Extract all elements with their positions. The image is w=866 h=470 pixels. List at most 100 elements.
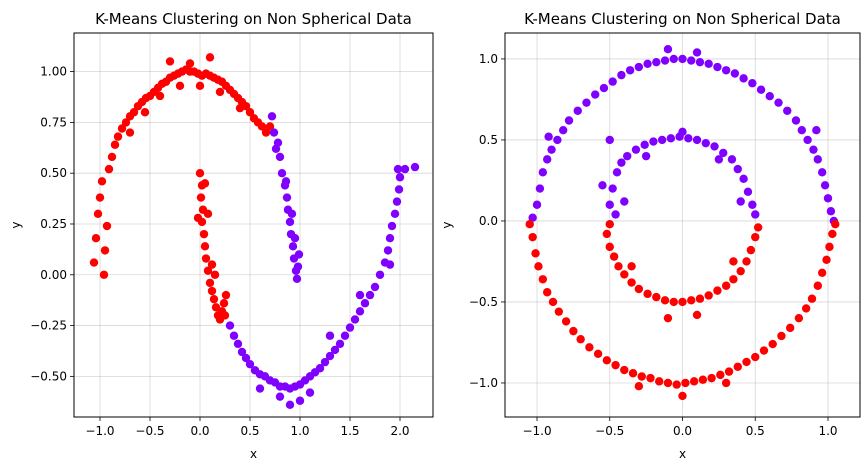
right-x-axis-label: x [679, 447, 686, 461]
x-tick-label: 1.5 [340, 424, 359, 438]
right-scatter-point-b [724, 367, 734, 376]
right-scatter-point-a [743, 187, 753, 196]
x-tick-label: 0.5 [240, 424, 259, 438]
y-tick-label: 0.25 [40, 217, 67, 231]
right-scatter-point-b [695, 294, 705, 303]
left-scatter-point-b [393, 164, 403, 174]
left-scatter-point-a [207, 260, 217, 269]
right-scatter-point-b [687, 296, 696, 305]
left-y-axis-label: y [9, 221, 23, 228]
right-scatter-point-b [627, 278, 636, 287]
left-scatter-point-b [392, 197, 402, 206]
right-scatter-point-a [652, 57, 661, 67]
left-scatter-point-a [175, 81, 185, 91]
left-scatter-point-b [355, 290, 365, 300]
left-scatter-point-b [292, 274, 302, 284]
right-scatter-point-a [803, 135, 812, 145]
left-scatter-point-a [185, 59, 195, 68]
right-scatter-point-b [713, 286, 722, 295]
right-scatter-point-b [548, 297, 558, 307]
right-scatter-point-a [823, 194, 833, 203]
right-scatter-point-a [591, 90, 600, 99]
left-scatter-point-b [325, 331, 335, 340]
right-scatter-point-a [553, 135, 562, 145]
right-scatter-point-b [785, 323, 795, 333]
right-scatter-point-a [544, 132, 553, 141]
left-scatter-point-b [305, 388, 315, 397]
left-scatter-point-b [394, 185, 404, 194]
right-scatter-point-b [609, 252, 619, 261]
left-scatter-point-a [113, 132, 123, 141]
left-scatter-point-a [102, 221, 112, 231]
left-scatter-point-b [225, 321, 235, 330]
right-scatter-point-b [663, 378, 673, 388]
right-scatter-point-b [768, 339, 777, 349]
right-scatter-point-a [611, 210, 620, 219]
left-scatter-point-a [93, 209, 103, 219]
left-scatter-point-a [195, 81, 205, 91]
left-scatter-point-b [340, 331, 350, 340]
right-scatter-point-a [826, 207, 836, 216]
right-scatter-point-b [807, 294, 817, 303]
right-scatter-point-a [558, 126, 568, 135]
right-scatter-point-a [623, 151, 632, 161]
right-scatter-point-b [698, 375, 708, 384]
right-scatter-point-a [748, 79, 757, 88]
right-scatter-point-b [813, 281, 823, 290]
left-scatter-point-a [235, 103, 245, 113]
right-scatter-point-a [721, 66, 731, 75]
right-scatter-point-b [707, 373, 716, 383]
right-scatter-point-a [625, 66, 635, 75]
right-scatter-point-a [640, 140, 649, 149]
right-scatter-point-b [689, 377, 699, 386]
right-scatter-point-a [736, 197, 745, 206]
y-tick-label: −0.5 [469, 295, 498, 309]
left-axes-frame [73, 32, 434, 418]
left-scatter-point-b [387, 221, 397, 231]
right-scatter-point-b [692, 310, 702, 320]
left-scatter-point-b [335, 339, 345, 349]
left-scatter-point-a [220, 311, 230, 320]
right-scatter-point-a [751, 210, 760, 219]
left-scatter-point-b [395, 173, 405, 182]
right-scatter-point-b [729, 257, 738, 266]
right-scatter-point-a [617, 70, 626, 80]
x-tick-label: −0.5 [595, 424, 624, 438]
left-scatter-point-a [125, 128, 135, 137]
left-scatter-point-b [375, 270, 385, 279]
right-scatter-point-a [695, 57, 705, 67]
right-scatter-point-a [528, 213, 537, 222]
left-scatter-point-a [201, 254, 211, 263]
right-scatter-point-b [681, 378, 690, 388]
right-scatter-point-b [585, 343, 594, 352]
right-scatter-point-b [751, 232, 760, 242]
right-scatter-point-b [716, 370, 725, 380]
right-scatter-point-a [739, 74, 748, 83]
left-scatter-point-a [121, 118, 131, 127]
left-scatter-point-a [110, 140, 120, 149]
x-tick-label: −1.0 [522, 424, 551, 438]
left-scatter-point-b [290, 234, 300, 243]
left-scatter-point-a [91, 234, 101, 243]
left-scatter-point-b [400, 164, 410, 174]
right-scatter-point-b [634, 382, 644, 391]
left-scatter-point-b [385, 260, 395, 269]
left-scatter-point-b [410, 162, 420, 172]
right-scatter-point-b [746, 245, 756, 255]
left-scatter-point-a [210, 270, 220, 279]
left-scatter-point-b [293, 262, 303, 271]
left-scatter-point-a [100, 246, 110, 255]
right-scatter-points [525, 45, 840, 401]
right-scatter-point-a [714, 155, 724, 164]
right-scatter-point-a [748, 200, 757, 209]
left-scatter-point-a [200, 242, 210, 251]
left-x-axis-label: x [250, 447, 257, 461]
left-scatter-point-b [275, 152, 285, 162]
y-tick-label: 0.0 [479, 214, 498, 228]
x-tick-label: −1.0 [85, 424, 114, 438]
right-scatter-point-b [602, 356, 612, 365]
x-tick-label: 0.0 [673, 424, 692, 438]
right-scatter-point-b [704, 291, 713, 300]
right-scatter-point-b [669, 297, 678, 307]
